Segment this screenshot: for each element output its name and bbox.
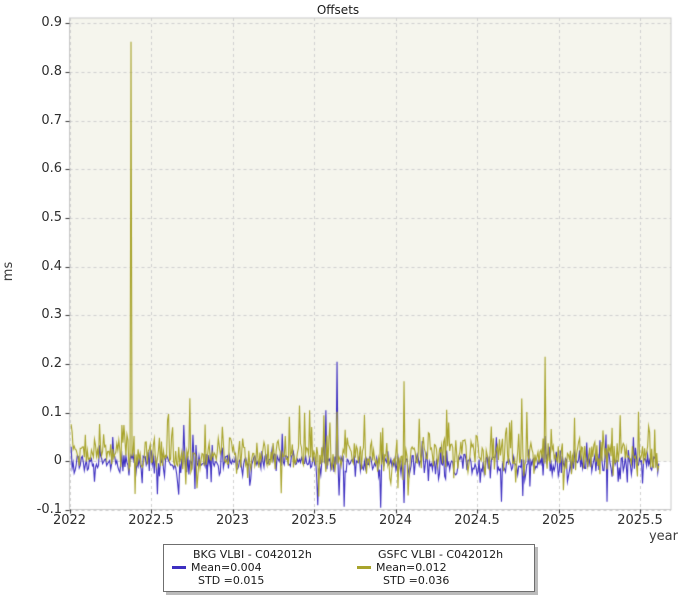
x-tick-label: 2025 bbox=[541, 513, 576, 528]
y-tick-label: 0.7 bbox=[41, 112, 62, 128]
legend-line-marker bbox=[172, 566, 186, 569]
x-tick-label: 2023 bbox=[215, 513, 250, 528]
x-tick-label: 2025.5 bbox=[617, 513, 663, 528]
y-tick-label: 0.5 bbox=[41, 210, 62, 226]
legend-std-value: STD =0.036 bbox=[383, 574, 450, 587]
x-tick-label: 2024 bbox=[378, 513, 413, 528]
legend-mean-value: Mean=0.012 bbox=[376, 561, 447, 574]
legend: BKG VLBI - C042012h Mean=0.004 STD =0.015 G… bbox=[163, 544, 535, 592]
x-tick-label: 2023.5 bbox=[291, 513, 337, 528]
y-tick-label: 0.2 bbox=[41, 356, 62, 372]
y-tick-label: 0.1 bbox=[41, 404, 62, 420]
x-tick-label: 2024.5 bbox=[454, 513, 500, 528]
y-tick-label: 0.4 bbox=[41, 258, 62, 274]
y-tick-label: 0.6 bbox=[41, 161, 62, 177]
y-tick-label: 0.3 bbox=[41, 307, 62, 323]
y-tick-label: 0.8 bbox=[41, 64, 62, 80]
legend-series-name: BKG VLBI - C042012h bbox=[193, 548, 312, 561]
x-axis-label: year bbox=[648, 529, 678, 544]
y-axis-label: ms bbox=[1, 261, 17, 282]
legend-line-marker bbox=[357, 566, 371, 569]
chart-title: Offsets bbox=[316, 3, 360, 17]
y-tick-label: 0 bbox=[53, 453, 62, 469]
legend-std-value: STD =0.015 bbox=[198, 574, 265, 587]
legend-mean-value: Mean=0.004 bbox=[191, 561, 262, 574]
legend-series-name: GSFC VLBI - C042012h bbox=[378, 548, 504, 561]
y-tick-label: 0.9 bbox=[41, 15, 62, 31]
legend-entry-gsfc: GSFC VLBI - C042012h Mean=0.012 STD =0.036 bbox=[355, 548, 526, 587]
x-tick-label: 2022 bbox=[52, 513, 87, 528]
legend-entry-bkg: BKG VLBI - C042012h Mean=0.004 STD =0.015 bbox=[170, 548, 341, 587]
y-tick-label: -0.1 bbox=[36, 502, 62, 518]
x-tick-label: 2022.5 bbox=[128, 513, 174, 528]
